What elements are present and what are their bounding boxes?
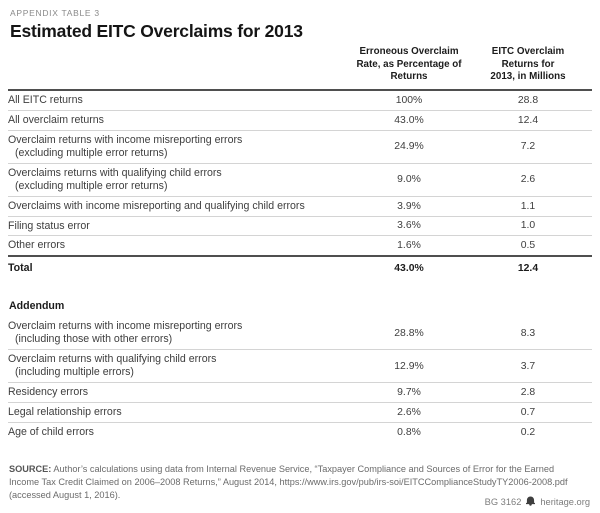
row-rate-value: 43.0% <box>394 114 424 126</box>
row-label: Residency errors <box>8 385 89 398</box>
table-row: Overclaim returns with qualifying child … <box>8 350 592 383</box>
table-body: All EITC returns 100% 28.8 All overclaim… <box>8 91 592 255</box>
document-id: BG 3162 <box>484 496 522 507</box>
row-label: Overclaims returns with qualifying child… <box>8 166 222 179</box>
row-returns-value: 28.8 <box>517 95 539 107</box>
table-row: All EITC returns 100% 28.8 <box>8 91 592 111</box>
row-sublabel: (excluding multiple error returns) <box>15 146 168 159</box>
total-label: Total <box>8 262 33 275</box>
row-rate-value: 9.7% <box>397 386 421 398</box>
total-returns: 12.4 <box>517 263 539 275</box>
table-eyebrow: APPENDIX TABLE 3 <box>10 8 100 18</box>
row-rate-value: 9.0% <box>397 174 421 186</box>
row-label: Overclaims with income misreporting and … <box>8 199 305 212</box>
row-sublabel: (excluding multiple error returns) <box>15 179 168 192</box>
source-text: Author’s calculations using data from In… <box>9 463 568 500</box>
source-note: SOURCE: Author’s calculations using data… <box>9 463 584 502</box>
row-returns-value: 0.5 <box>520 240 536 252</box>
total-row: Total 43.0% 12.4 <box>8 255 592 281</box>
row-sublabel: (including those with other errors) <box>15 333 173 346</box>
table-row: Filing status error 3.6% 1.0 <box>8 217 592 237</box>
row-rate-value: 1.6% <box>397 240 421 252</box>
row-returns-value: 3.7 <box>520 360 536 372</box>
total-rate: 43.0% <box>394 263 424 275</box>
addendum-heading: Addendum <box>9 300 65 313</box>
row-label: Other errors <box>8 239 66 252</box>
table-row: All overclaim returns 43.0% 12.4 <box>8 111 592 131</box>
column-header-rate: Erroneous Overclaim Rate, as Percentage … <box>356 46 462 83</box>
row-returns-value: 2.6 <box>520 174 536 186</box>
table-header-row: Erroneous Overclaim Rate, as Percentage … <box>8 43 592 92</box>
row-rate-value: 12.9% <box>394 360 424 372</box>
row-label: Overclaim returns with income misreporti… <box>8 320 243 333</box>
row-returns-value: 1.0 <box>520 220 536 232</box>
row-rate-value: 2.6% <box>397 406 421 418</box>
footer: BG 3162 heritage.org <box>485 496 590 507</box>
site-link: heritage.org <box>540 496 590 507</box>
row-label: All overclaim returns <box>8 113 104 126</box>
table-row: Legal relationship errors 2.6% 0.7 <box>8 403 592 423</box>
row-rate-value: 100% <box>395 95 423 107</box>
row-returns-value: 1.1 <box>520 200 536 212</box>
row-rate-value: 28.8% <box>394 327 424 339</box>
table-row: Overclaim returns with income misreporti… <box>8 317 592 351</box>
table-row: Other errors 1.6% 0.5 <box>8 236 592 255</box>
row-label: Overclaim returns with income misreporti… <box>8 133 243 146</box>
table-row: Age of child errors 0.8% 0.2 <box>8 423 592 442</box>
row-returns-value: 8.3 <box>520 327 536 339</box>
row-label: Overclaim returns with qualifying child … <box>8 353 217 366</box>
table-title: Estimated EITC Overclaims for 2013 <box>10 21 303 41</box>
table-row: Residency errors 9.7% 2.8 <box>8 383 592 403</box>
row-rate-value: 3.9% <box>397 200 421 212</box>
table-row: Overclaim returns with income misreporti… <box>8 131 592 164</box>
source-label: SOURCE: <box>9 463 52 474</box>
table-row: Overclaims with income misreporting and … <box>8 197 592 217</box>
row-returns-value: 0.7 <box>520 406 536 418</box>
row-label: Legal relationship errors <box>8 405 122 418</box>
table-row: Overclaims returns with qualifying child… <box>8 164 592 197</box>
row-label: All EITC returns <box>8 94 83 107</box>
column-header-returns: EITC Overclaim Returns for 2013, in Mill… <box>490 46 566 83</box>
row-rate-value: 3.6% <box>397 220 421 232</box>
heritage-bell-icon <box>526 496 536 506</box>
row-returns-value: 2.8 <box>520 386 536 398</box>
row-label: Age of child errors <box>8 425 94 438</box>
row-rate-value: 24.9% <box>394 141 424 153</box>
row-returns-value: 12.4 <box>517 114 539 126</box>
row-sublabel: (including multiple errors) <box>15 366 134 379</box>
addendum-body: Overclaim returns with income misreporti… <box>8 317 592 441</box>
row-label: Filing status error <box>8 219 90 232</box>
row-returns-value: 7.2 <box>520 141 536 153</box>
row-rate-value: 0.8% <box>397 426 421 438</box>
row-returns-value: 0.2 <box>520 426 536 438</box>
